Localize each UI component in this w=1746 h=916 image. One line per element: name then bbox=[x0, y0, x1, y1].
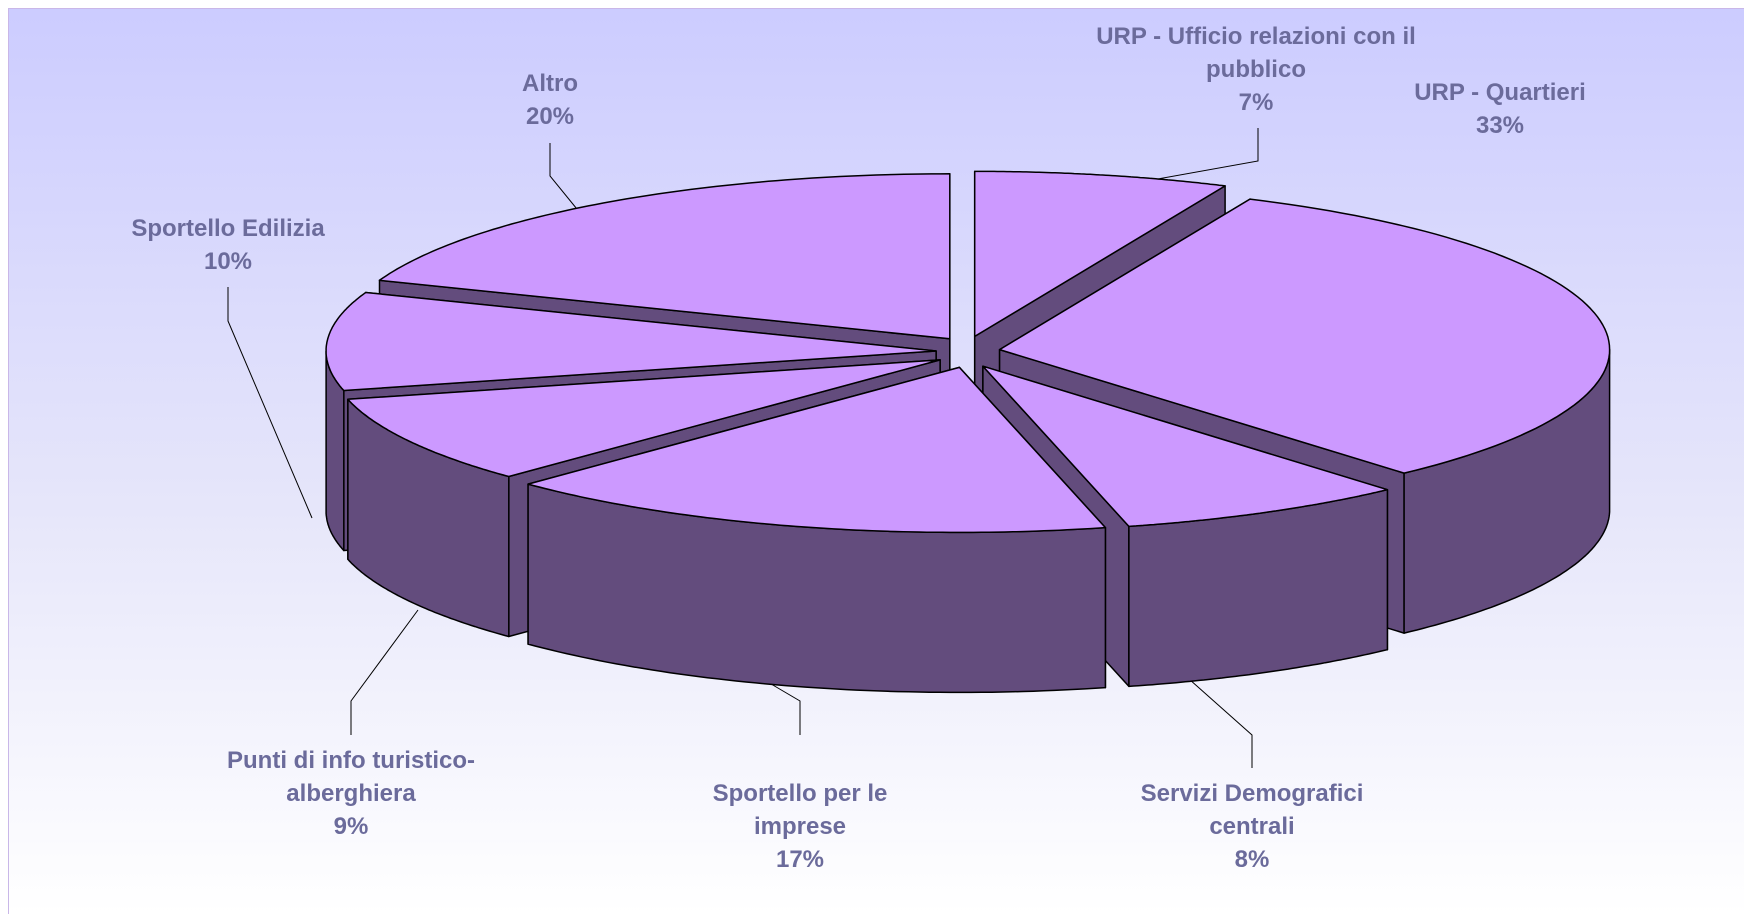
value-label: 20% bbox=[525, 103, 575, 130]
data-label: URP - Quartieri 33% bbox=[1385, 76, 1615, 142]
value-label: 10% bbox=[203, 248, 253, 275]
leader-line bbox=[1188, 678, 1253, 768]
value-label: 8% bbox=[1234, 846, 1270, 873]
slice-top bbox=[527, 366, 1107, 534]
data-label: Altro 20% bbox=[475, 67, 625, 133]
category-label: Sportello Edilizia bbox=[131, 215, 325, 242]
category-label: Altro bbox=[522, 70, 578, 97]
leader-line bbox=[350, 609, 419, 735]
data-label: Sportello per le imprese 17% bbox=[710, 777, 890, 876]
leader-line bbox=[765, 680, 801, 735]
slice-top bbox=[982, 365, 1389, 528]
leader-line bbox=[1112, 128, 1259, 188]
slice-top bbox=[347, 359, 941, 478]
data-label: Sportello Edilizia 10% bbox=[98, 212, 358, 278]
value-label: 17% bbox=[775, 846, 825, 873]
slice-top bbox=[378, 173, 951, 340]
data-label: Punti di info turistico-alberghiera 9% bbox=[201, 744, 501, 843]
data-label: Servizi Demografici centrali 8% bbox=[1112, 777, 1392, 876]
category-label: Sportello per le imprese bbox=[712, 780, 888, 840]
slice-top bbox=[998, 198, 1611, 474]
value-label: 33% bbox=[1475, 112, 1525, 139]
slice-top bbox=[973, 170, 1226, 338]
value-label: 7% bbox=[1238, 89, 1274, 116]
data-label: URP - Ufficio relazioni con il pubblico 7… bbox=[1076, 20, 1436, 119]
leader-line bbox=[549, 143, 582, 215]
category-label: Punti di info turistico-alberghiera bbox=[227, 747, 475, 807]
category-label: Servizi Demografici centrali bbox=[1140, 780, 1364, 840]
slice-top bbox=[325, 291, 937, 392]
value-label: 9% bbox=[333, 813, 369, 840]
category-label: URP - Quartieri bbox=[1414, 79, 1586, 106]
category-label: URP - Ufficio relazioni con il pubblico bbox=[1096, 23, 1416, 83]
leader-line bbox=[227, 287, 313, 519]
leader-lines bbox=[227, 128, 1259, 768]
slice bbox=[527, 366, 1107, 694]
